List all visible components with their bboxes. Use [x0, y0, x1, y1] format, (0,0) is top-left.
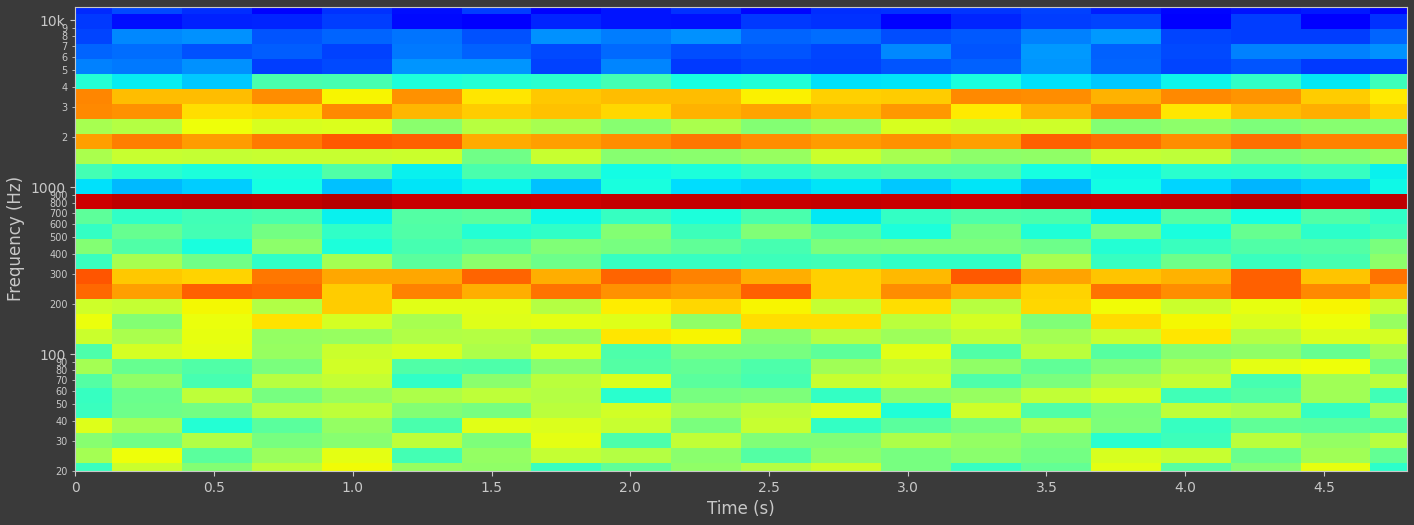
Y-axis label: Frequency (Hz): Frequency (Hz)	[7, 176, 25, 301]
X-axis label: Time (s): Time (s)	[707, 500, 775, 518]
